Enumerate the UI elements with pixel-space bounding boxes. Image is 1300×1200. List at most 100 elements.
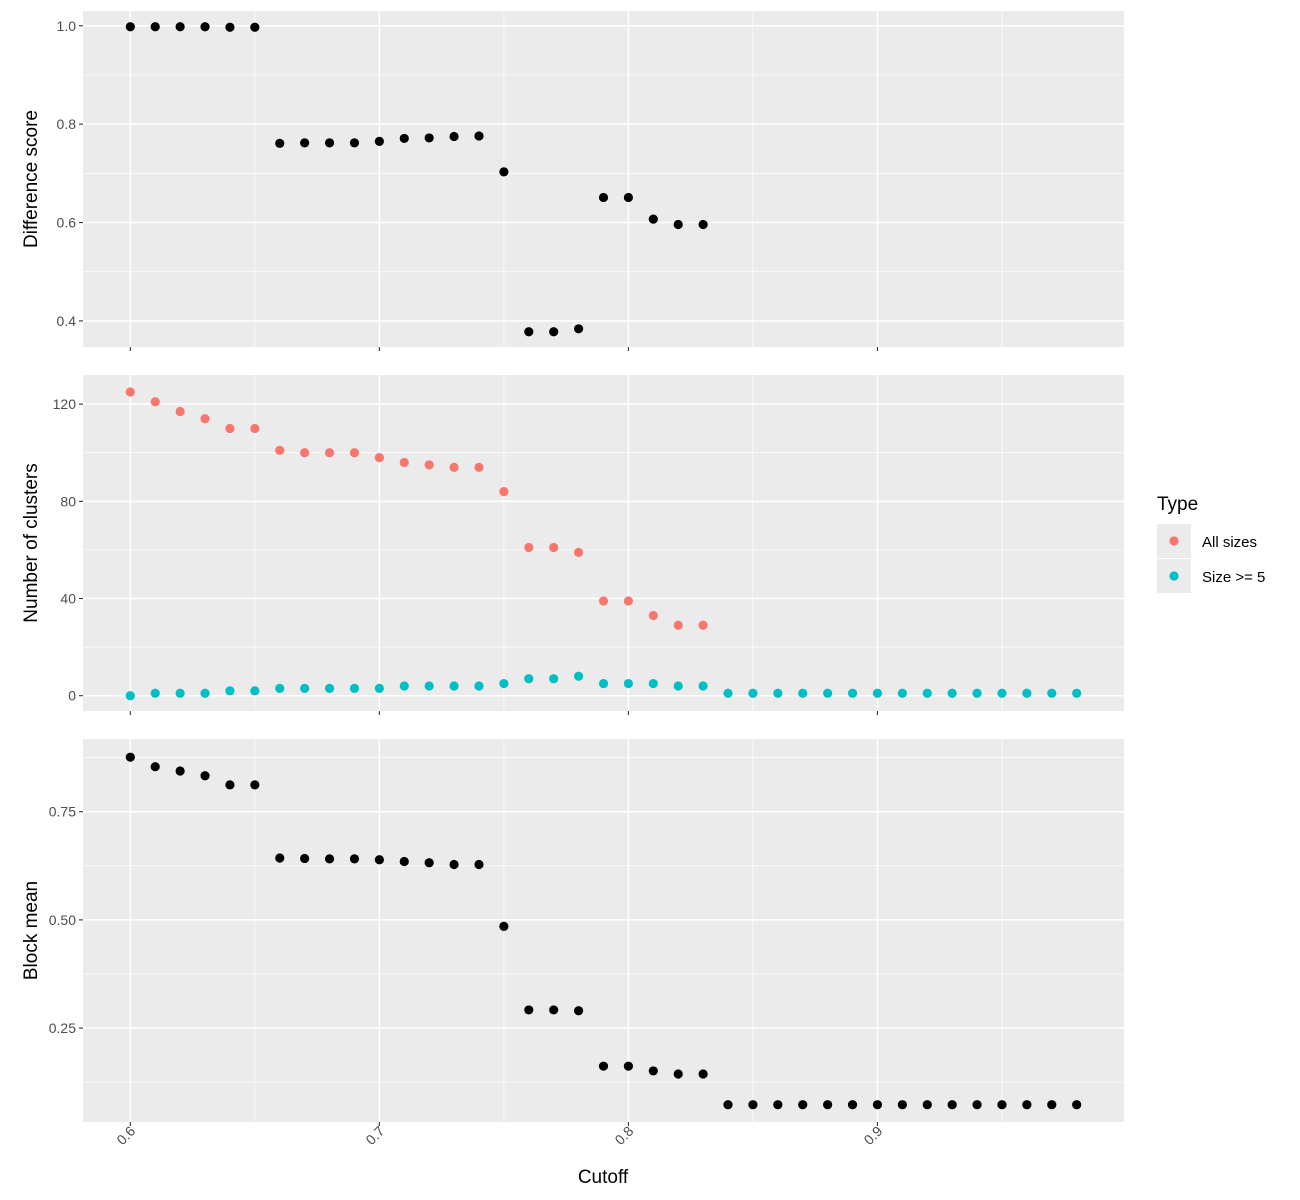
data-point	[872, 1100, 883, 1110]
data-point	[200, 771, 210, 781]
data-point	[922, 1100, 932, 1110]
data-point	[897, 688, 907, 698]
series-1	[125, 22, 708, 337]
data-point	[573, 547, 584, 557]
data-point	[300, 683, 310, 694]
data-point	[623, 596, 634, 606]
data-point	[374, 136, 384, 146]
data-point	[225, 686, 235, 696]
data-point	[250, 423, 260, 434]
data-point	[648, 1066, 658, 1076]
data-point	[324, 854, 335, 864]
legend: Type All sizes Size >= 5	[1157, 494, 1265, 593]
y-tick-label: 40	[60, 591, 76, 607]
data-point	[175, 688, 185, 698]
panel-3: 0.25 0.50 0.75 Block mean	[21, 739, 1124, 1126]
data-point	[598, 596, 609, 606]
data-point	[300, 138, 310, 148]
data-point	[275, 445, 285, 455]
data-point	[922, 688, 932, 698]
data-point	[175, 406, 185, 417]
data-point	[374, 683, 384, 694]
data-point	[573, 324, 584, 334]
series-all-sizes	[125, 387, 708, 630]
data-point	[623, 1061, 634, 1071]
panel-1: 0.4 0.6 0.8 1.0 Difference score	[21, 11, 1124, 351]
data-point	[549, 1005, 559, 1015]
data-point	[474, 859, 484, 870]
data-point	[524, 1005, 534, 1015]
data-point	[648, 610, 658, 621]
data-point	[399, 457, 409, 468]
data-point	[872, 688, 883, 698]
data-point	[1072, 1100, 1082, 1110]
data-point	[499, 487, 509, 497]
y-axis-title: Block mean	[21, 881, 42, 980]
y-tick-label: 1.0	[57, 18, 77, 34]
data-point	[474, 681, 484, 691]
data-point	[1022, 688, 1032, 698]
data-point	[623, 678, 634, 689]
legend-label-all-sizes: All sizes	[1202, 534, 1257, 551]
data-point	[349, 854, 360, 864]
data-point	[275, 138, 285, 148]
panel-2: 0 40 80 120 Number of clusters	[21, 375, 1124, 715]
data-point	[723, 1100, 733, 1110]
data-point	[125, 752, 135, 762]
data-point	[524, 674, 534, 684]
data-point	[598, 1061, 609, 1071]
series-1	[125, 752, 1082, 1110]
data-point	[324, 138, 335, 148]
data-point	[324, 448, 335, 458]
data-point	[648, 678, 658, 689]
data-point	[474, 462, 484, 472]
panel-background	[83, 11, 1124, 347]
data-point	[524, 542, 534, 553]
data-point	[200, 688, 210, 698]
y-tick-label: 0.25	[49, 1020, 76, 1036]
data-point	[847, 688, 858, 698]
data-point	[125, 691, 135, 701]
data-point	[150, 688, 160, 698]
data-point	[748, 688, 758, 698]
data-point	[175, 22, 185, 32]
data-point	[449, 859, 459, 870]
data-point	[449, 462, 459, 472]
data-point	[424, 681, 434, 691]
data-point	[847, 1100, 858, 1110]
data-point	[275, 853, 285, 863]
y-tick-label: 0.4	[57, 313, 77, 329]
data-point	[225, 780, 235, 790]
data-point	[200, 414, 210, 424]
y-tick-label: 0	[68, 688, 76, 704]
legend-key-all-sizes	[1169, 536, 1179, 546]
data-point	[399, 856, 409, 867]
data-point	[1072, 688, 1082, 698]
data-point	[250, 780, 260, 790]
y-axis-title: Number of clusters	[21, 463, 42, 622]
x-axis-title: Cutoff	[578, 1167, 629, 1188]
data-point	[549, 327, 559, 337]
data-point	[823, 688, 833, 698]
y-tick-label: 0.50	[49, 912, 76, 928]
data-point	[499, 921, 509, 931]
data-point	[1047, 1100, 1057, 1110]
panel-background	[83, 375, 1124, 711]
y-tick-label: 80	[60, 493, 76, 509]
data-point	[773, 1100, 783, 1110]
y-tick-label: 0.8	[57, 116, 77, 132]
data-point	[474, 131, 484, 141]
data-point	[972, 1100, 982, 1110]
data-point	[399, 133, 409, 144]
data-point	[773, 688, 783, 698]
data-point	[723, 688, 733, 698]
data-point	[698, 620, 708, 630]
data-point	[225, 22, 235, 32]
data-point	[175, 766, 185, 776]
data-point	[424, 460, 434, 470]
data-point	[947, 1100, 957, 1110]
data-point	[275, 683, 285, 694]
y-tick-label: 0.6	[57, 215, 77, 231]
data-point	[125, 387, 135, 397]
data-point	[997, 1100, 1007, 1110]
